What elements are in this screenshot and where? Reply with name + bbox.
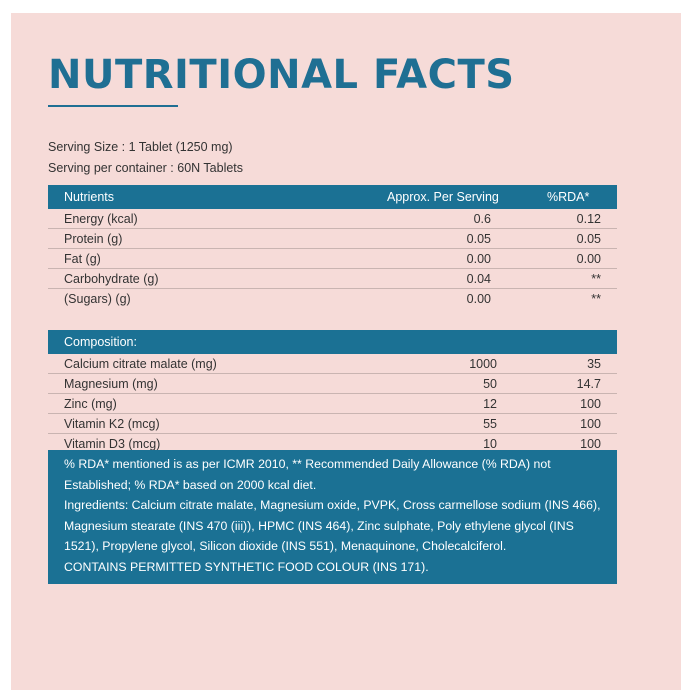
row-name: Calcium citrate malate (mg) bbox=[64, 356, 217, 371]
row-value: 1000 bbox=[469, 356, 497, 371]
row-value: 0.05 bbox=[466, 231, 491, 246]
notes-box: % RDA* mentioned is as per ICMR 2010, **… bbox=[48, 450, 617, 584]
title-underline bbox=[48, 105, 178, 107]
row-name: Magnesium (mg) bbox=[64, 376, 158, 391]
row-value: 50 bbox=[483, 376, 497, 391]
composition-label: Composition: bbox=[64, 335, 137, 349]
header-approx-per-serving: Approx. Per Serving bbox=[387, 190, 499, 204]
row-rda: 100 bbox=[580, 437, 601, 451]
rda-note: % RDA* mentioned is as per ICMR 2010, **… bbox=[64, 457, 551, 471]
row-name: (Sugars) (g) bbox=[64, 292, 131, 306]
table-row: Vitamin K2 (mcg) 55 100 bbox=[48, 414, 617, 434]
rda-note: Established; % RDA* based on 2000 kcal d… bbox=[64, 477, 317, 492]
row-name: Fat (g) bbox=[64, 251, 101, 266]
row-rda: 100 bbox=[580, 416, 601, 431]
serving-per-container: Serving per container : 60N Tablets bbox=[48, 161, 244, 175]
composition-table: Composition: Calcium citrate malate (mg)… bbox=[48, 330, 617, 454]
table-row: Energy (kcal) 0.6 0.12 bbox=[48, 209, 617, 229]
row-rda: ** bbox=[591, 292, 601, 306]
row-name: Carbohydrate (g) bbox=[64, 271, 159, 286]
row-value: 55 bbox=[483, 416, 497, 431]
table-row: Calcium citrate malate (mg) 1000 35 bbox=[48, 354, 617, 374]
colour-note: CONTAINS PERMITTED SYNTHETIC FOOD COLOUR… bbox=[64, 559, 429, 574]
serving-size: Serving Size : 1 Tablet (1250 mg) bbox=[48, 140, 233, 154]
ingredients-text: 1521), Propylene glycol, Silicon dioxide… bbox=[64, 539, 507, 553]
row-name: Protein (g) bbox=[64, 231, 123, 246]
row-name: Zinc (mg) bbox=[64, 396, 117, 411]
nutrients-table: Nutrients Approx. Per Serving %RDA* Ener… bbox=[48, 185, 617, 309]
row-value: 0.6 bbox=[473, 211, 491, 226]
ingredients-text: Magnesium stearate (INS 470 (iii)), HPMC… bbox=[64, 518, 574, 533]
table-row: (Sugars) (g) 0.00 ** bbox=[48, 289, 617, 309]
table-row: Carbohydrate (g) 0.04 ** bbox=[48, 269, 617, 289]
row-rda: 0.00 bbox=[576, 251, 601, 266]
row-rda: 35 bbox=[587, 356, 601, 371]
table-row: Vitamin D3 (mcg) 10 100 bbox=[48, 434, 617, 454]
row-rda: 0.12 bbox=[576, 211, 601, 226]
row-name: Energy (kcal) bbox=[64, 211, 138, 226]
composition-header: Composition: bbox=[48, 330, 617, 354]
header-nutrients: Nutrients bbox=[64, 190, 115, 204]
row-rda: ** bbox=[591, 271, 601, 286]
header-rda: %RDA* bbox=[547, 190, 590, 204]
row-value: 0.00 bbox=[466, 251, 491, 266]
row-rda: 0.05 bbox=[576, 231, 601, 246]
row-name: Vitamin K2 (mcg) bbox=[64, 416, 160, 431]
table-row: Magnesium (mg) 50 14.7 bbox=[48, 374, 617, 394]
table-row: Zinc (mg) 12 100 bbox=[48, 394, 617, 414]
nutrients-table-header: Nutrients Approx. Per Serving %RDA* bbox=[48, 185, 617, 209]
row-value: 10 bbox=[483, 437, 497, 451]
row-value: 12 bbox=[483, 396, 497, 411]
ingredients-text: Ingredients: Calcium citrate malate, Mag… bbox=[64, 498, 601, 512]
row-rda: 14.7 bbox=[576, 376, 601, 391]
table-row: Fat (g) 0.00 0.00 bbox=[48, 249, 617, 269]
page-title: NUTRITIONAL FACTS bbox=[48, 52, 515, 98]
row-value: 0.04 bbox=[466, 271, 491, 286]
table-row: Protein (g) 0.05 0.05 bbox=[48, 229, 617, 249]
row-name: Vitamin D3 (mcg) bbox=[64, 437, 161, 451]
row-rda: 100 bbox=[580, 396, 601, 411]
row-value: 0.00 bbox=[466, 292, 491, 306]
